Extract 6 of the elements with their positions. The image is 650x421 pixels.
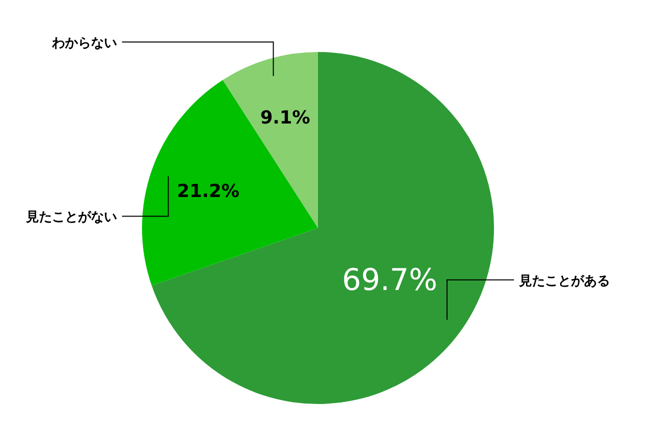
slice-label: わからない (51, 36, 117, 52)
slice-label: 見たことがない (25, 210, 117, 226)
slice-label: 見たことがある (518, 274, 610, 289)
data-label: 9.1% (260, 108, 310, 129)
data-label: 69.7% (342, 263, 438, 298)
data-label: 21.2% (176, 181, 240, 202)
